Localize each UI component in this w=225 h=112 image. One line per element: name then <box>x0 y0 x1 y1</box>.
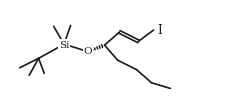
Text: I: I <box>157 24 162 37</box>
Text: Si: Si <box>58 40 69 49</box>
Text: O: O <box>83 47 92 56</box>
